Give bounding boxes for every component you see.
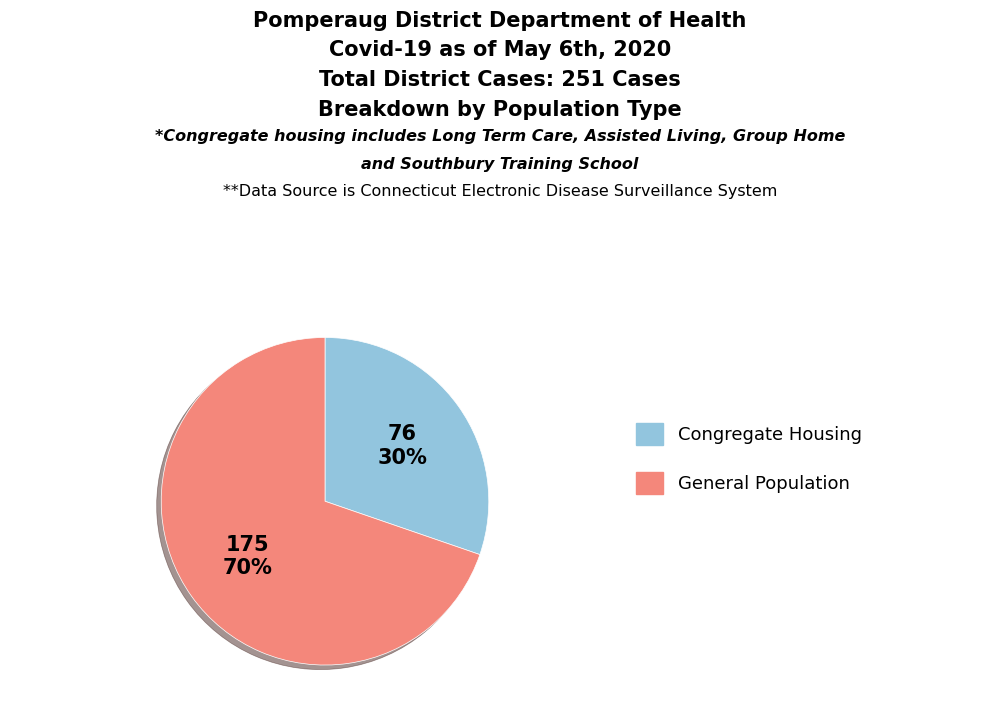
Text: *Congregate housing includes Long Term Care, Assisted Living, Group Home: *Congregate housing includes Long Term C… <box>155 129 845 144</box>
Text: Breakdown by Population Type: Breakdown by Population Type <box>318 100 682 119</box>
Text: Pomperaug District Department of Health: Pomperaug District Department of Health <box>253 11 747 30</box>
Wedge shape <box>161 337 480 665</box>
Text: Covid-19 as of May 6th, 2020: Covid-19 as of May 6th, 2020 <box>329 40 671 60</box>
Wedge shape <box>325 337 489 555</box>
Text: **Data Source is Connecticut Electronic Disease Surveillance System: **Data Source is Connecticut Electronic … <box>223 184 777 199</box>
Text: 175
70%: 175 70% <box>223 535 273 578</box>
Text: Total District Cases: 251 Cases: Total District Cases: 251 Cases <box>319 70 681 90</box>
Text: and Southbury Training School: and Southbury Training School <box>361 157 639 172</box>
Legend: Congregate Housing, General Population: Congregate Housing, General Population <box>629 416 869 502</box>
Text: 76
30%: 76 30% <box>377 424 427 467</box>
